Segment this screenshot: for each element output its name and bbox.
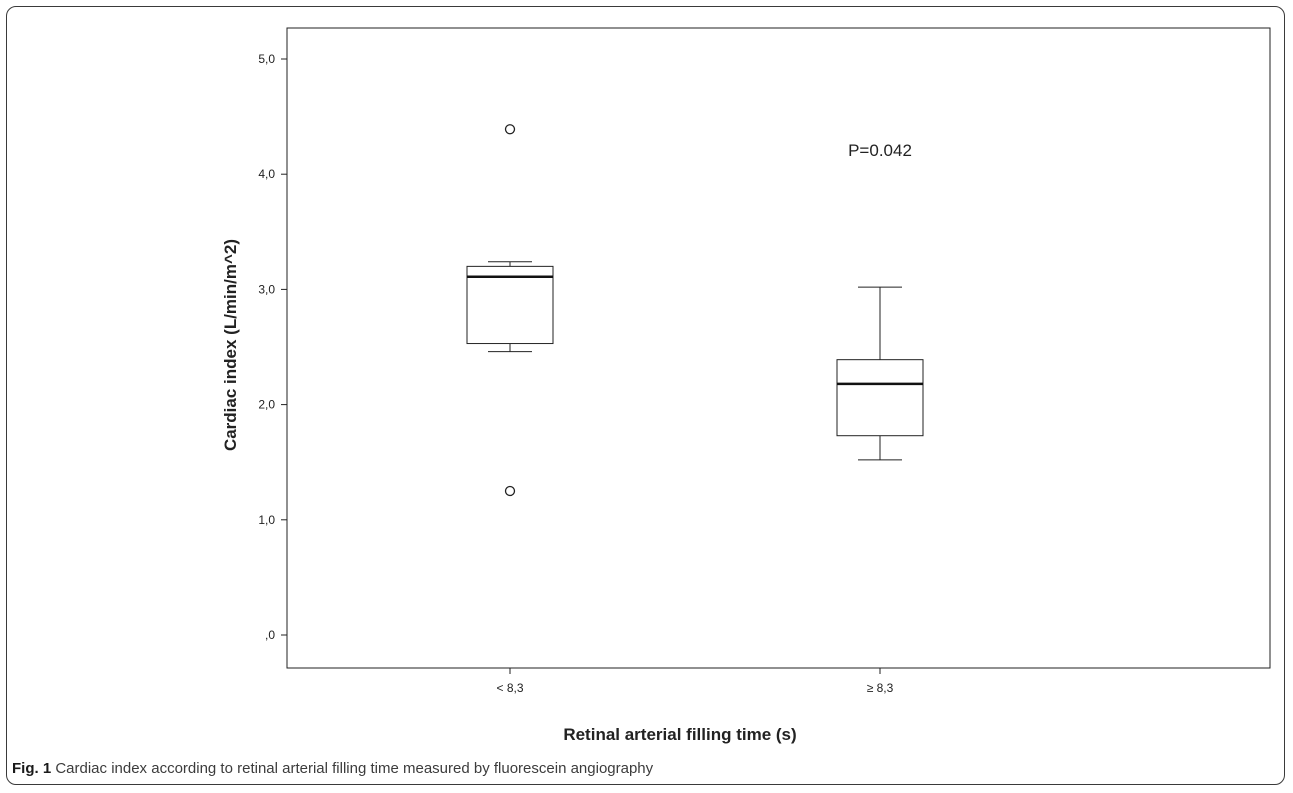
x-tick-label: < 8,3 — [496, 681, 523, 695]
p-value-annotation: P=0.042 — [848, 141, 912, 160]
plot-area — [286, 27, 1271, 669]
y-tick-label: 1,0 — [258, 513, 275, 527]
caption-text: Cardiac index according to retinal arter… — [51, 760, 654, 777]
iqr-box — [836, 359, 924, 437]
y-axis: ,0 1,0 2,0 3,0 4,0 5,0 — [258, 52, 287, 642]
box-group — [836, 286, 924, 461]
y-tick-label: 5,0 — [258, 52, 275, 66]
boxes-layer — [466, 124, 924, 497]
x-axis: < 8,3 ≥ 8,3 — [496, 668, 894, 695]
figure-frame — [6, 6, 1285, 785]
figure-caption: Fig. 1 Cardiac index according to retina… — [12, 760, 653, 777]
box-group — [466, 124, 554, 497]
x-axis-title: Retinal arterial filling time (s) — [563, 725, 796, 744]
y-axis-title: Cardiac index (L/min/m^2) — [221, 239, 240, 451]
x-tick-label: ≥ 8,3 — [867, 681, 894, 695]
outlier-point — [504, 124, 516, 135]
caption-label: Fig. 1 — [12, 760, 52, 777]
y-tick-label: 3,0 — [258, 282, 275, 296]
y-tick-label: ,0 — [265, 628, 275, 642]
y-tick-label: 2,0 — [258, 398, 275, 412]
y-tick-label: 4,0 — [258, 167, 275, 181]
iqr-box — [466, 265, 554, 345]
outlier-point — [504, 485, 516, 497]
